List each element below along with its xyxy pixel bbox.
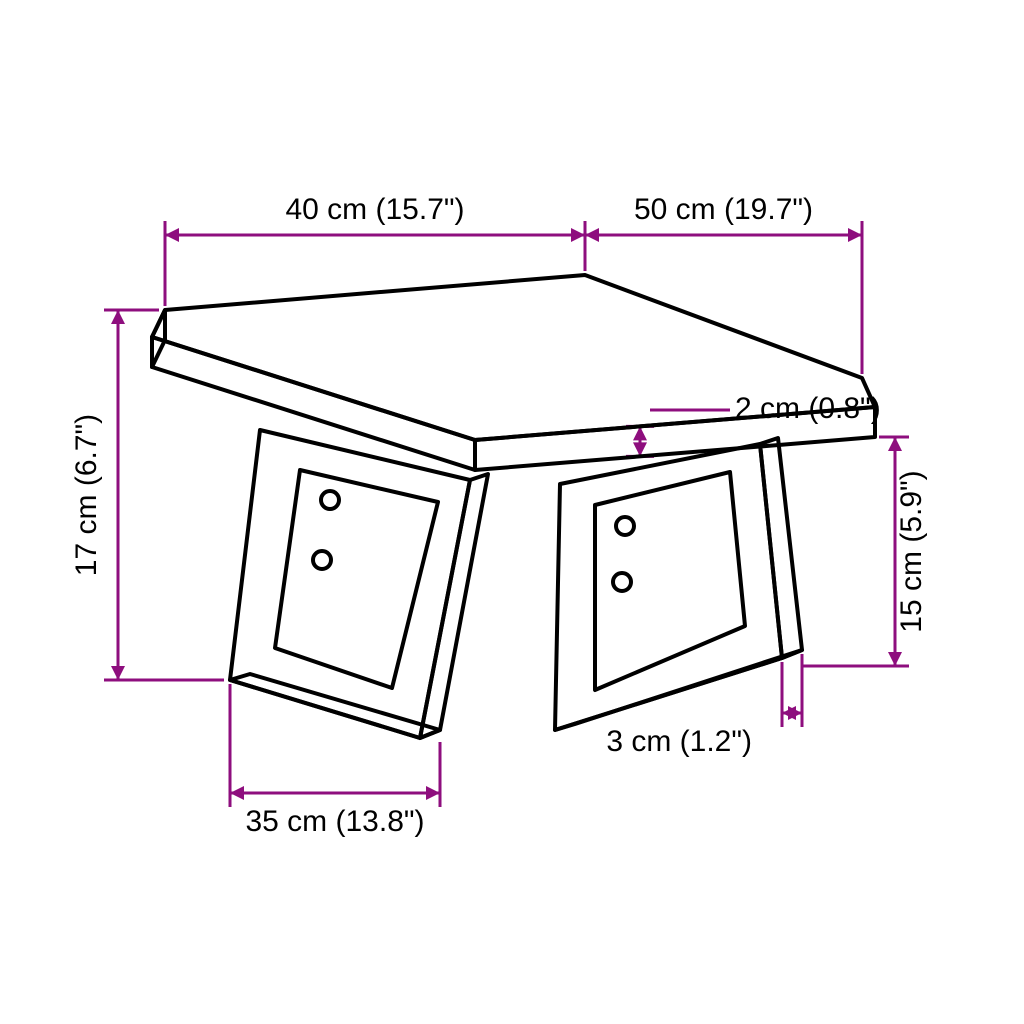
dim-label-bottom-right: 3 cm (1.2") <box>606 725 752 758</box>
dim-label-top-right: 50 cm (19.7") <box>634 193 813 226</box>
dim-label-thickness: 2 cm (0.8") <box>735 392 881 425</box>
dimension-labels: 40 cm (15.7") 50 cm (19.7") 17 cm (6.7") 15… <box>70 193 928 838</box>
dim-label-top-left: 40 cm (15.7") <box>285 193 464 226</box>
dim-label-bottom-left: 35 cm (13.8") <box>245 805 424 838</box>
dim-label-right: 15 cm (5.9") <box>895 470 928 632</box>
product-outline <box>152 275 875 738</box>
dim-label-left: 17 cm (6.7") <box>70 414 103 576</box>
